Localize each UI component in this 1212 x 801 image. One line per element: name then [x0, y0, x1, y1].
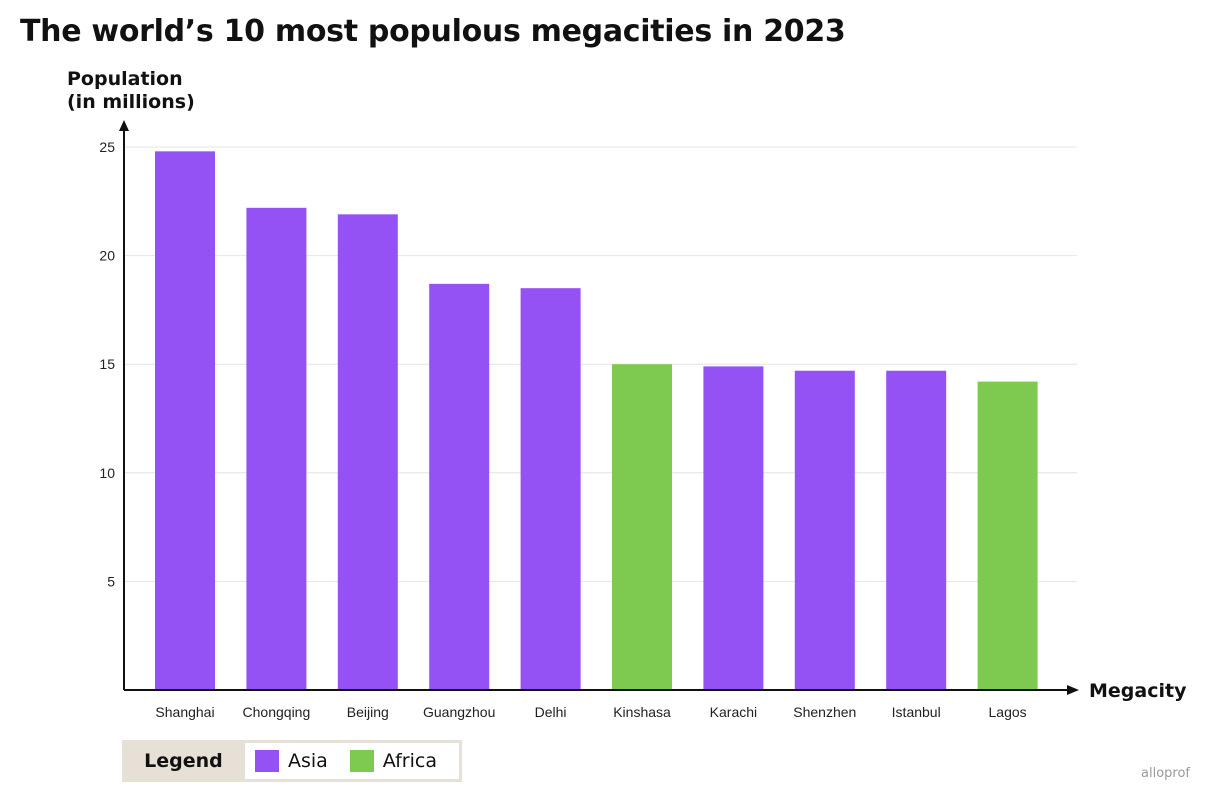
x-tick-label-istanbul: Istanbul	[892, 704, 941, 720]
x-tick-label-delhi: Delhi	[535, 704, 567, 720]
legend-title: Legend	[144, 750, 223, 772]
y-tick-label-5: 5	[107, 573, 115, 589]
chart-title: The world’s 10 most populous megacities …	[20, 14, 846, 49]
legend-items: Asia Africa	[244, 743, 459, 779]
legend: Legend Asia Africa	[122, 740, 462, 782]
x-axis-arrow	[1067, 685, 1079, 695]
bar-delhi	[520, 288, 581, 690]
bar-karachi	[703, 366, 764, 690]
bar-istanbul	[886, 370, 947, 690]
x-tick-label-karachi: Karachi	[710, 704, 757, 720]
y-tick-label-10: 10	[99, 465, 115, 481]
y-axis-label-line1: Population	[67, 68, 183, 90]
legend-swatch-africa	[349, 750, 374, 772]
x-axis-label: Megacity	[1089, 680, 1187, 702]
brand-logo: alloprof	[1141, 766, 1190, 781]
bar-shenzhen	[794, 370, 855, 690]
y-tick-label-15: 15	[99, 356, 115, 372]
y-tick-label-25: 25	[99, 139, 115, 155]
bar-beijing	[337, 214, 398, 690]
x-tick-label-shanghai: Shanghai	[155, 704, 214, 720]
x-tick-label-shenzhen: Shenzhen	[793, 704, 856, 720]
legend-label-asia: Asia	[287, 750, 328, 772]
y-axis-label-line2: (in millions)	[67, 91, 195, 113]
x-tick-label-beijing: Beijing	[347, 704, 389, 720]
x-tick-label-lagos: Lagos	[989, 704, 1027, 720]
bar-chongqing	[246, 207, 307, 691]
bar-kinshasa	[612, 364, 672, 690]
x-tick-label-chongqing: Chongqing	[243, 704, 311, 720]
legend-label-africa: Africa	[382, 750, 437, 772]
y-axis-arrow	[119, 120, 129, 131]
bar-lagos	[977, 381, 1038, 690]
bar-shanghai	[155, 151, 215, 690]
y-axis-label: Population (in millions)	[67, 68, 195, 114]
legend-item-africa: Africa	[349, 750, 437, 772]
x-tick-label-kinshasa: Kinshasa	[613, 704, 671, 720]
legend-swatch-asia	[254, 750, 279, 772]
legend-item-asia: Asia	[254, 750, 328, 772]
x-tick-label-guangzhou: Guangzhou	[423, 704, 495, 720]
bar-guangzhou	[429, 283, 490, 690]
y-tick-label-20: 20	[99, 248, 115, 264]
